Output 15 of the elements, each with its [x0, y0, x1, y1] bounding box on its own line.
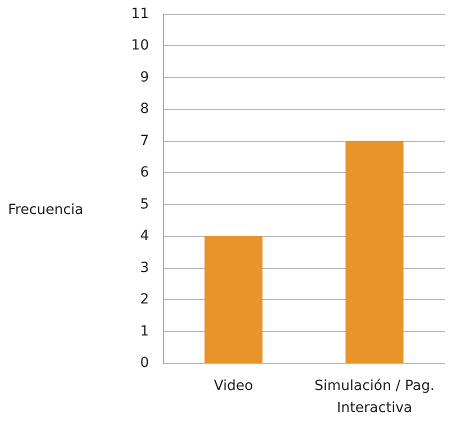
y-tick-label: 1	[140, 323, 149, 340]
x-tick-label: Video	[214, 378, 254, 394]
y-tick-label: 8	[140, 101, 149, 118]
y-tick-label: 3	[140, 260, 149, 276]
y-tick-label: 0	[140, 355, 149, 371]
y-tick-label: 9	[140, 69, 149, 86]
y-tick-label: 6	[140, 164, 150, 181]
y-tick-label: 11	[131, 6, 149, 22]
x-tick-label: Simulación / Pag. Interactiva	[314, 378, 435, 416]
y-tick-label: 2	[140, 292, 149, 308]
y-tick-label: 4	[140, 228, 150, 244]
y-tick-label: 7	[140, 132, 149, 149]
y-tick-label: 5	[140, 196, 149, 212]
y-axis-title: Frecuencia	[8, 202, 84, 218]
y-tick-label: 10	[131, 38, 149, 54]
